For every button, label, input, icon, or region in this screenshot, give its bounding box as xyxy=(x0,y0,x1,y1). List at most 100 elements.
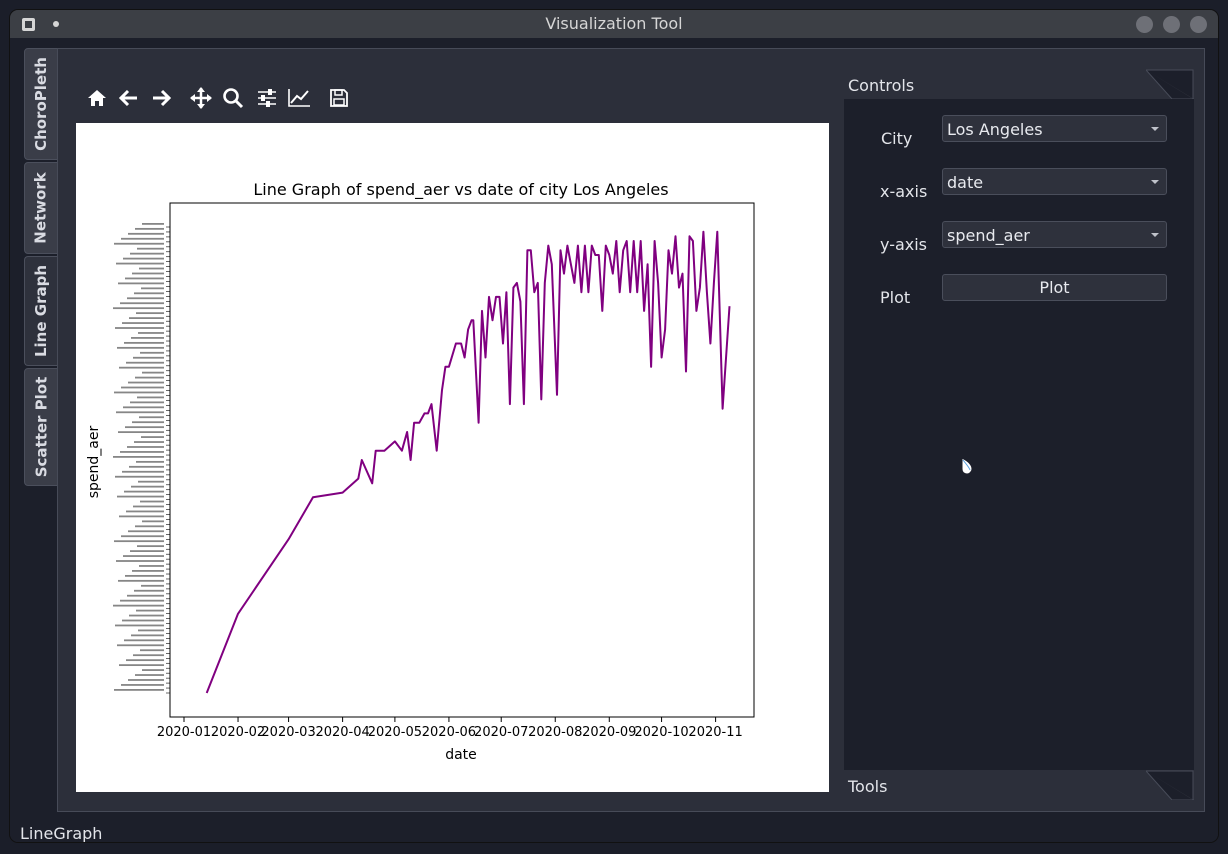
city-label: City xyxy=(881,129,913,148)
tab-label: Line Graph xyxy=(32,264,50,358)
y-tick-label-smudge xyxy=(124,639,164,642)
plot-button[interactable]: Plot xyxy=(942,274,1167,301)
line-graph-pane: Line Graph of spend_aer vs date of city … xyxy=(57,48,1205,812)
y-tick-label-smudge xyxy=(119,515,164,518)
y-tick-label-smudge xyxy=(129,614,164,617)
y-tick-label-smudge xyxy=(118,282,164,285)
y-tick-label-smudge xyxy=(142,669,164,671)
zoom-icon[interactable] xyxy=(220,85,246,111)
tab-scatter-plot[interactable]: Scatter Plot xyxy=(24,368,58,486)
y-tick-label-smudge xyxy=(135,525,164,528)
yaxis-value: spend_aer xyxy=(947,226,1030,245)
save-icon[interactable] xyxy=(326,85,352,111)
y-tick-label-smudge xyxy=(114,540,164,543)
configure-subplots-icon[interactable] xyxy=(254,85,280,111)
city-select[interactable]: Los Angeles xyxy=(942,115,1167,142)
y-tick-label-smudge xyxy=(122,470,164,473)
y-tick-label-smudge xyxy=(134,441,164,443)
yaxis-select[interactable]: spend_aer xyxy=(942,221,1167,248)
x-tick-label: 2020-08 xyxy=(528,725,582,740)
plot-label: Plot xyxy=(880,288,911,307)
y-axis-label: spend_aer xyxy=(86,426,102,499)
app-menu-icon[interactable] xyxy=(22,18,35,31)
y-tick-label-smudge xyxy=(133,356,164,359)
pan-icon[interactable] xyxy=(188,85,214,111)
y-tick-label-smudge xyxy=(132,421,164,424)
forward-arrow-icon[interactable] xyxy=(148,85,174,111)
chevron-down-icon xyxy=(1151,127,1159,131)
y-tick-label-smudge xyxy=(114,689,164,691)
y-tick-label-smudge xyxy=(137,545,164,548)
y-tick-label-smudge xyxy=(140,649,164,652)
y-tick-label-smudge xyxy=(130,401,164,404)
tab-network[interactable]: Network xyxy=(24,162,58,254)
series-line-path xyxy=(205,230,731,694)
x-tick-label: 2020-04 xyxy=(315,725,369,740)
y-tick-label-smudge xyxy=(138,332,164,334)
y-tick-label-smudge xyxy=(121,535,164,538)
edit-axis-icon[interactable] xyxy=(286,85,312,111)
xaxis-select[interactable]: date xyxy=(942,168,1167,195)
y-tick-label-smudge xyxy=(121,237,164,240)
mouse-cursor-icon xyxy=(961,457,973,475)
chevron-down-icon xyxy=(1151,233,1159,237)
plot-canvas[interactable]: Line Graph of spend_aer vs date of city … xyxy=(76,123,829,792)
tab-line-graph[interactable]: Line Graph xyxy=(24,256,58,366)
y-tick-label-smudge xyxy=(142,371,164,374)
y-tick-label-smudge xyxy=(113,456,164,458)
y-tick-label-smudge xyxy=(124,490,164,493)
y-tick-label-smudge xyxy=(130,550,164,552)
y-tick-label-smudge xyxy=(123,406,164,409)
y-tick-label-smudge xyxy=(127,297,164,300)
back-arrow-icon[interactable] xyxy=(116,85,142,111)
minimize-button[interactable] xyxy=(1136,16,1153,33)
y-tick-label-smudge xyxy=(138,480,164,483)
y-tick-label-smudge xyxy=(139,416,164,419)
xaxis-value: date xyxy=(947,173,984,192)
y-tick-label-smudge xyxy=(116,560,164,562)
maximize-button[interactable] xyxy=(1163,16,1180,33)
app-window: Visualization Tool ChoroPleth Network Li… xyxy=(10,10,1218,842)
y-tick-label-smudge xyxy=(120,302,164,305)
controls-title: Controls xyxy=(848,76,915,95)
y-tick-label-smudge xyxy=(135,674,164,676)
y-tick-label-smudge xyxy=(119,664,164,667)
y-tick-label-smudge xyxy=(128,530,164,533)
series-line xyxy=(205,230,731,694)
y-tick-label-smudge xyxy=(142,520,164,523)
y-tick-label-smudge xyxy=(137,396,164,399)
y-tick-label-smudge xyxy=(117,644,164,647)
pin-icon[interactable] xyxy=(53,21,59,27)
y-tick-label-smudge xyxy=(113,307,164,310)
y-tick-label-smudge xyxy=(133,654,164,657)
line-chart: Line Graph of spend_aer vs date of city … xyxy=(86,180,755,763)
x-tick-label: 2020-01 xyxy=(157,725,211,740)
y-tick-label-smudge xyxy=(129,317,164,319)
y-tick-label-smudge xyxy=(128,679,164,681)
tab-choropleth[interactable]: ChoroPleth xyxy=(24,48,58,160)
y-tick-label-smudge xyxy=(122,619,164,622)
yaxis-label: y-axis xyxy=(880,235,928,254)
y-tick-label-smudge xyxy=(125,277,164,280)
y-tick-label-smudge xyxy=(121,386,164,389)
chevron-down-icon xyxy=(1151,180,1159,184)
y-tick-label-smudge xyxy=(141,584,164,587)
tools-dock-header: Tools xyxy=(844,770,1194,800)
y-tick-labels-clutter xyxy=(113,223,170,694)
y-tick-label-smudge xyxy=(117,495,164,498)
y-tick-label-smudge xyxy=(138,629,164,632)
x-tick-label: 2020-05 xyxy=(368,725,422,740)
y-tick-label-smudge xyxy=(120,599,164,602)
status-text: LineGraph xyxy=(20,824,103,842)
y-tick-label-smudge xyxy=(135,227,164,230)
y-tick-label-smudge xyxy=(127,446,164,448)
main-area: ChoroPleth Network Line Graph Scatter Pl… xyxy=(10,38,1218,842)
title-bar: Visualization Tool xyxy=(10,10,1218,38)
y-tick-label-smudge xyxy=(141,436,164,438)
x-tick-label: 2020-06 xyxy=(422,725,476,740)
home-icon[interactable] xyxy=(84,85,110,111)
close-button[interactable] xyxy=(1190,16,1207,33)
controls-dock-header: Controls xyxy=(844,69,1194,99)
y-tick-label-smudge xyxy=(126,361,164,364)
y-tick-label-smudge xyxy=(114,391,164,394)
